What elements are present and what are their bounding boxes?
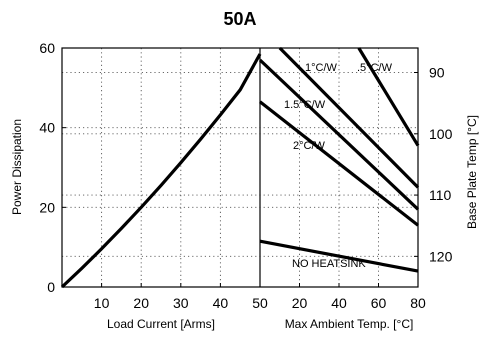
- y-axis-label-left: Power Dissipation: [10, 119, 24, 215]
- y-right-tick-label: 110: [429, 187, 452, 203]
- x-axis-label-right: Max Ambient Temp. [°C]: [285, 317, 414, 331]
- label-one-c-per-w: 1°C/W: [305, 62, 338, 74]
- power-dissipation-curve: [60, 53, 262, 289]
- derating-line-2-c-w: [259, 100, 419, 227]
- y-right-tick-label: 120: [429, 248, 453, 264]
- x-left-tick-label: 20: [133, 295, 149, 311]
- y-right-tick-label: 90: [429, 65, 445, 81]
- label-no-heatsink: NO HEATSINK: [292, 258, 366, 270]
- y-left-tick-label: 60: [39, 40, 55, 56]
- x-left-tick-label: 40: [213, 295, 229, 311]
- y-right-tick-label: 100: [429, 126, 453, 142]
- derating-line-1-5-c-w: [258, 58, 420, 211]
- x-right-tick-label: 60: [371, 295, 387, 311]
- derating-line-5-c-w: [357, 47, 420, 147]
- x-axis-label-left: Load Current [Arms]: [107, 317, 215, 331]
- label-two-c-per-w: 2°C/W: [293, 140, 326, 152]
- label-half-c-per-w: .5°C/W: [357, 62, 393, 74]
- grid: [62, 48, 418, 287]
- x-right-tick-label: 80: [410, 295, 426, 311]
- x-right-tick-label: 40: [331, 295, 347, 311]
- plot-frame: [61, 47, 419, 288]
- x-left-tick-label: 50: [252, 295, 268, 311]
- y-axis-label-right: Base Plate Temp [°C]: [465, 115, 479, 229]
- y-left-tick-label: 0: [47, 279, 55, 295]
- y-left-tick-label: 40: [39, 120, 55, 136]
- derating-line-no-heatsink: [259, 239, 419, 273]
- chart-title: 50A: [223, 9, 256, 29]
- x-left-tick-label: 30: [173, 295, 189, 311]
- y-left-tick-label: 20: [39, 199, 55, 215]
- label-one-half-c-per-w: 1.5°C/W: [284, 99, 326, 111]
- x-right-tick-label: 20: [292, 295, 308, 311]
- derating-line-1-c-w: [278, 46, 420, 189]
- x-left-tick-label: 10: [94, 295, 110, 311]
